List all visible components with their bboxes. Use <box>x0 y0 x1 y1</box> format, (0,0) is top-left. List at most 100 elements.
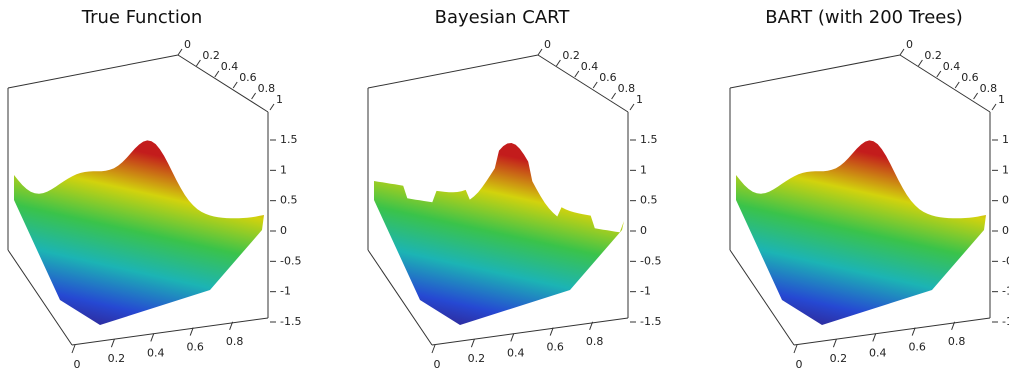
x-tick <box>872 333 877 342</box>
surface <box>736 140 986 325</box>
z-tick-label: 1.5 <box>280 133 298 146</box>
x-tick <box>549 327 554 336</box>
z-tick-label: 0.5 <box>1002 194 1009 207</box>
z-tick-label: -0.5 <box>640 254 661 267</box>
y-tick-label: 0.6 <box>599 71 617 84</box>
box-edge <box>71 317 269 346</box>
x-tick-label: 0.6 <box>546 341 564 354</box>
box-edge <box>7 249 73 346</box>
z-tick-label: 1 <box>280 163 287 176</box>
y-tick-label: 0.6 <box>961 71 979 84</box>
y-tick <box>232 81 238 89</box>
y-tick-label: 1 <box>636 93 643 106</box>
y-tick <box>555 59 561 67</box>
x-tick-label: 0.4 <box>507 346 525 359</box>
z-tick-label: -1 <box>280 285 291 298</box>
x-tick <box>793 344 798 354</box>
z-tick-label: -1.5 <box>280 315 301 328</box>
y-tick-label: 1 <box>276 93 283 106</box>
box-edge <box>729 249 795 346</box>
box-edge <box>899 54 991 113</box>
x-tick-label: 0 <box>796 358 803 371</box>
y-tick <box>214 70 220 78</box>
box-edge <box>729 54 901 89</box>
z-tick-label: -0.5 <box>280 254 301 267</box>
x-tick-label: 0.2 <box>830 352 848 365</box>
y-tick-label: 0.4 <box>943 60 961 73</box>
y-tick <box>899 48 905 56</box>
y-tick <box>936 70 942 78</box>
x-tick-label: 0.4 <box>869 346 887 359</box>
box-edge <box>793 317 991 346</box>
z-tick-label: 1.5 <box>1002 133 1009 146</box>
z-tick-label: 0.5 <box>640 194 658 207</box>
x-tick <box>150 333 155 342</box>
y-tick-label: 0 <box>544 38 551 51</box>
x-tick <box>589 321 594 330</box>
z-tick-label: -1 <box>640 285 651 298</box>
chart-title: True Function <box>81 7 203 28</box>
y-tick <box>991 103 997 111</box>
y-tick-label: 0 <box>184 38 191 51</box>
x-tick <box>951 321 956 330</box>
x-tick <box>189 327 194 336</box>
y-tick <box>592 81 598 89</box>
box-edge <box>7 54 179 89</box>
x-tick <box>510 333 515 342</box>
x-tick-label: 0.8 <box>948 335 966 348</box>
x-tick <box>71 344 76 354</box>
y-tick <box>917 59 923 67</box>
y-tick-label: 0.2 <box>202 49 220 62</box>
y-tick <box>611 92 617 100</box>
x-tick-label: 0.8 <box>586 335 604 348</box>
z-tick-label: -1.5 <box>640 315 661 328</box>
x-tick-label: 0.2 <box>108 352 126 365</box>
z-tick-label: 1 <box>640 163 647 176</box>
y-tick-label: 0.8 <box>618 82 636 95</box>
x-tick <box>110 339 115 348</box>
y-tick <box>537 48 543 56</box>
z-tick-label: 0.5 <box>280 194 298 207</box>
box-edge <box>367 249 433 346</box>
y-tick-label: 0.8 <box>258 82 276 95</box>
y-tick <box>177 48 183 56</box>
y-tick-label: 0.8 <box>980 82 998 95</box>
z-tick-label: -0.5 <box>1002 254 1009 267</box>
y-tick <box>954 81 960 89</box>
z-tick-label: -1.5 <box>1002 315 1009 328</box>
x-tick <box>911 327 916 336</box>
x-tick-label: 0.6 <box>186 341 204 354</box>
panel: BART (with 200 Trees)0 0.2 0.4 0.6 0.800.20.… <box>729 7 1009 371</box>
y-tick <box>973 92 979 100</box>
x-tick <box>470 339 475 348</box>
z-tick-label: 0 <box>640 224 647 237</box>
y-tick <box>195 59 201 67</box>
x-tick <box>229 321 234 330</box>
box-edge <box>537 54 629 113</box>
y-tick-label: 0.2 <box>562 49 580 62</box>
z-tick-label: 1.5 <box>640 133 658 146</box>
y-tick-label: 0.4 <box>581 60 599 73</box>
surface <box>374 143 624 325</box>
y-tick-label: 0.6 <box>239 71 257 84</box>
y-tick-label: 0.2 <box>924 49 942 62</box>
x-tick-label: 0.2 <box>468 352 486 365</box>
surface <box>14 140 264 325</box>
z-tick-label: 0 <box>1002 224 1009 237</box>
x-tick <box>431 344 436 354</box>
z-tick-label: -1 <box>1002 285 1009 298</box>
y-tick-label: 0 <box>906 38 913 51</box>
z-tick-label: 1 <box>1002 163 1009 176</box>
z-tick-label: 0 <box>280 224 287 237</box>
x-tick-label: 0.4 <box>147 346 165 359</box>
y-tick <box>629 103 635 111</box>
x-tick-label: 0.6 <box>908 341 926 354</box>
y-tick <box>269 103 275 111</box>
x-tick-label: 0 <box>74 358 81 371</box>
x-tick <box>832 339 837 348</box>
chart-title: Bayesian CART <box>435 7 571 28</box>
y-tick-label: 0.4 <box>221 60 239 73</box>
